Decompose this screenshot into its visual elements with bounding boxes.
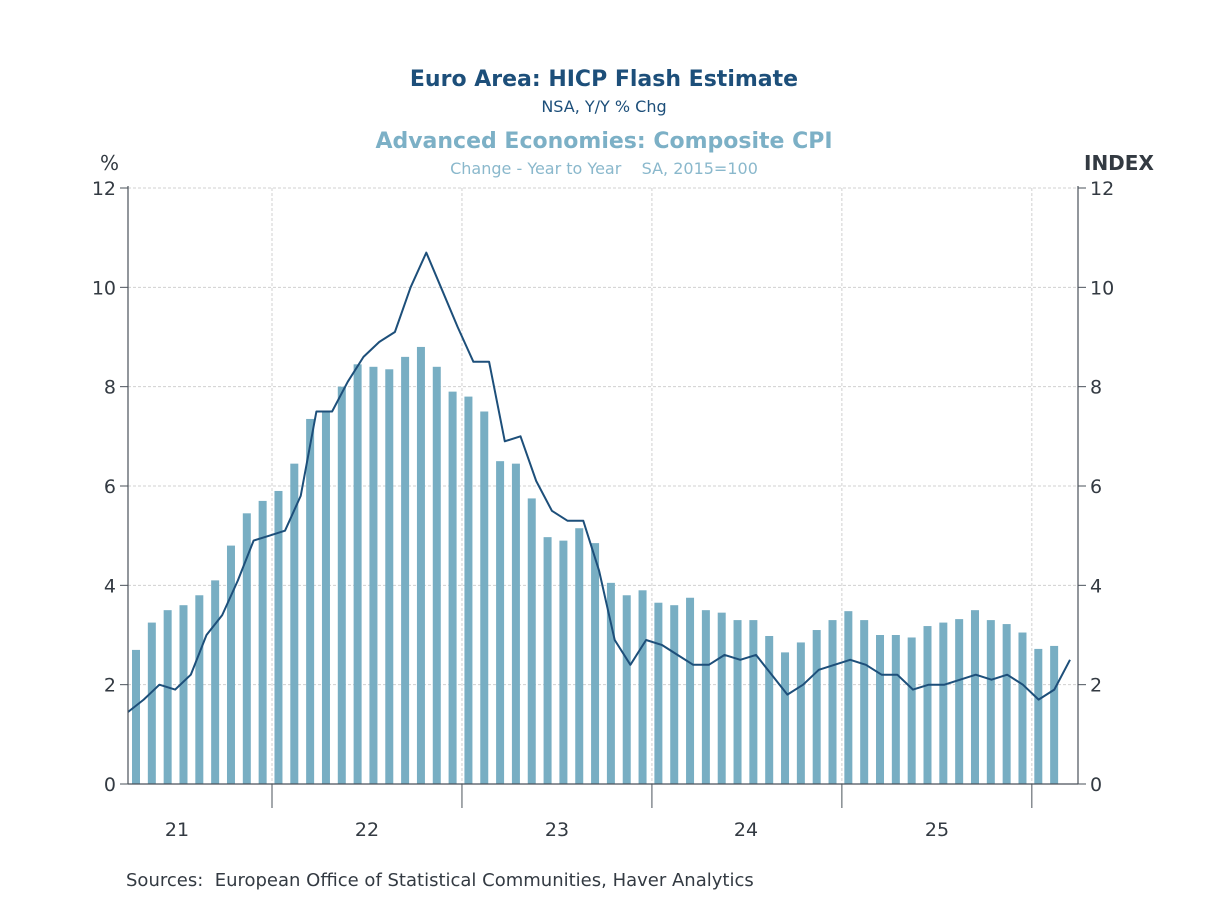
bar [923,626,932,784]
bar [955,619,964,784]
bar [670,605,679,784]
y-tick-label-left: 10 [92,277,116,299]
chart-title: Euro Area: HICP Flash Estimate [409,67,799,92]
x-tick-label: 21 [165,819,189,841]
bar [907,637,916,784]
bar [1034,648,1043,784]
y-tick-label-left: 2 [104,675,116,697]
bar [1002,624,1011,784]
bar [226,545,235,784]
bar [733,620,742,784]
x-tick-label: 25 [925,819,949,841]
y-tick-label-right: 8 [1090,377,1102,399]
bar [163,610,172,784]
gridlines [128,187,1078,784]
bar [306,418,315,784]
bar [496,461,505,784]
bar [464,396,473,784]
bar-series [132,346,1059,784]
bar [1050,645,1059,784]
bar [796,642,805,784]
bar [686,597,695,784]
chart-subtitle: NSA, Y/Y % Chg [541,97,667,116]
bar [591,543,600,784]
bar [1018,632,1027,784]
bar [638,590,647,784]
bar [132,649,140,784]
chart-subtitle-secondary: Change - Year to Year SA, 2015=100 [450,159,758,178]
y-tick-label-left: 4 [104,575,116,597]
y-axis-right-label: INDEX [1084,151,1154,175]
bar [970,610,979,784]
y-tick-label-left: 8 [104,377,116,399]
chart-title-secondary: Advanced Economies: Composite CPI [375,129,833,154]
bar [543,537,552,784]
bar [527,498,536,784]
y-tick-label-right: 12 [1090,178,1114,200]
bar [559,540,568,784]
bar [369,366,378,784]
bar [432,366,441,784]
bar [701,610,710,784]
bar [353,364,362,784]
y-tick-label-right: 4 [1090,575,1102,597]
bar [606,582,615,784]
y-tick-label-right: 6 [1090,476,1102,498]
bar [448,391,457,784]
bar [891,635,900,784]
bar [939,622,948,784]
bar [337,386,346,784]
sources-note: Sources: European Office of Statistical … [126,870,754,891]
bar [844,611,853,784]
bar [717,612,726,784]
bar [511,463,520,784]
bar [654,602,663,784]
bar [575,528,584,784]
bar [828,620,837,784]
y-tick-label-right: 0 [1090,774,1102,796]
bar [416,346,425,784]
y-tick-label-left: 12 [92,178,116,200]
x-tick-label: 24 [734,819,758,841]
y-tick-label-right: 2 [1090,675,1102,697]
bar [385,369,394,784]
y-tick-label-left: 0 [104,774,116,796]
bar [321,411,330,784]
bar [195,595,204,784]
bar [781,652,790,784]
bar [622,595,631,784]
bar [242,513,251,784]
bar [179,605,188,784]
bar [274,490,283,784]
axes [120,186,1086,808]
bar [986,620,995,784]
bar [258,500,267,784]
bar [860,620,869,784]
bar [480,411,489,784]
x-tick-label: 23 [545,819,569,841]
bar [290,463,299,784]
bar [147,622,156,784]
bar [876,635,885,784]
bar [765,635,774,784]
x-tick-label: 22 [355,819,379,841]
bar [211,580,220,784]
y-tick-label-left: 6 [104,476,116,498]
bar [401,356,410,784]
bar [749,620,758,784]
line-series [127,251,1071,713]
bar [812,630,821,784]
y-axis-left-label: % [100,151,120,175]
y-tick-label-right: 10 [1090,277,1114,299]
